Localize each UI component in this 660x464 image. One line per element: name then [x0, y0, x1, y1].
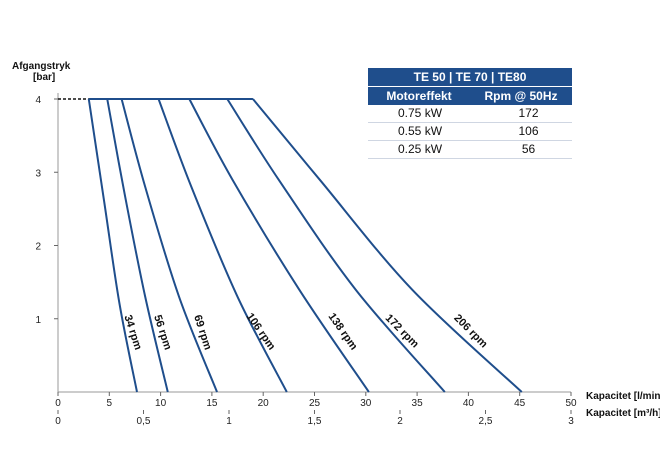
x2-tick-label: 1,5 [308, 416, 322, 427]
y-axis-unit: [bar] [33, 72, 55, 83]
legend-row: 0.55 kW 106 [368, 123, 572, 141]
curve-69-rpm [120, 98, 218, 393]
x-tick-label: 30 [360, 398, 372, 409]
curve-label: 69 rpm [191, 313, 214, 351]
curves [87, 98, 523, 393]
x2-axis-label: Kapacitet [m³/h] [586, 408, 660, 419]
x-tick-label: 25 [309, 398, 321, 409]
y-tick-label: 3 [35, 168, 41, 179]
x-tick-label: 50 [565, 398, 577, 409]
y-tick-label: 2 [35, 242, 41, 253]
curve-106-rpm [157, 98, 288, 393]
legend-power: 0.25 kW [398, 142, 443, 156]
legend-title: TE 50 | TE 70 | TE80 [368, 68, 572, 86]
motor-legend-table: TE 50 | TE 70 | TE80 Motoreffekt Rpm @ 5… [368, 68, 572, 159]
legend-rpm: 56 [521, 142, 536, 156]
curve-172-rpm [226, 98, 446, 393]
x2-tick-label: 2,5 [479, 416, 493, 427]
x-axis-label: Kapacitet [l/min] [586, 391, 660, 402]
y-tick-label: 1 [35, 315, 41, 326]
curve-34-rpm [87, 98, 138, 393]
x-tick-label: 45 [514, 398, 526, 409]
legend-rpm: 106 [518, 124, 539, 138]
legend-header: Motoreffekt Rpm @ 50Hz [368, 87, 572, 105]
x2-tick-label: 0 [55, 416, 61, 427]
x-tick-label: 15 [206, 398, 218, 409]
curve-label: 106 rpm [244, 311, 278, 353]
curve-label: 56 rpm [151, 313, 174, 351]
x-tick-label: 35 [412, 398, 424, 409]
y-tick-label: 4 [35, 95, 41, 106]
curve-56-rpm [106, 98, 169, 393]
x-tick-label: 0 [55, 398, 61, 409]
y-axis-label: Afgangstryk [12, 61, 71, 72]
legend-row: 0.25 kW 56 [368, 141, 572, 159]
legend-power: 0.55 kW [398, 124, 443, 138]
curve-206-rpm [252, 98, 523, 393]
x2-tick-label: 3 [568, 416, 574, 427]
x-tick-label: 20 [258, 398, 270, 409]
legend-row: 0.75 kW 172 [368, 105, 572, 123]
curve-labels: 34 rpm 56 rpm 69 rpm 106 rpm 138 rpm 172 rpm 2… [121, 311, 489, 353]
x2-tick-label: 0,5 [137, 416, 151, 427]
legend-col-power: Motoreffekt [386, 89, 452, 103]
legend-power: 0.75 kW [398, 106, 443, 120]
x-tick-label: 40 [463, 398, 475, 409]
x2-tick-label: 2 [397, 416, 403, 427]
curve-label: 138 rpm [326, 311, 360, 353]
legend-rpm: 172 [518, 106, 539, 120]
x2-tick-label: 1 [226, 416, 232, 427]
curve-138-rpm [188, 98, 370, 393]
x-tick-label: 10 [155, 398, 167, 409]
x-tick-label: 5 [107, 398, 113, 409]
legend-col-rpm: Rpm @ 50Hz [484, 89, 558, 103]
